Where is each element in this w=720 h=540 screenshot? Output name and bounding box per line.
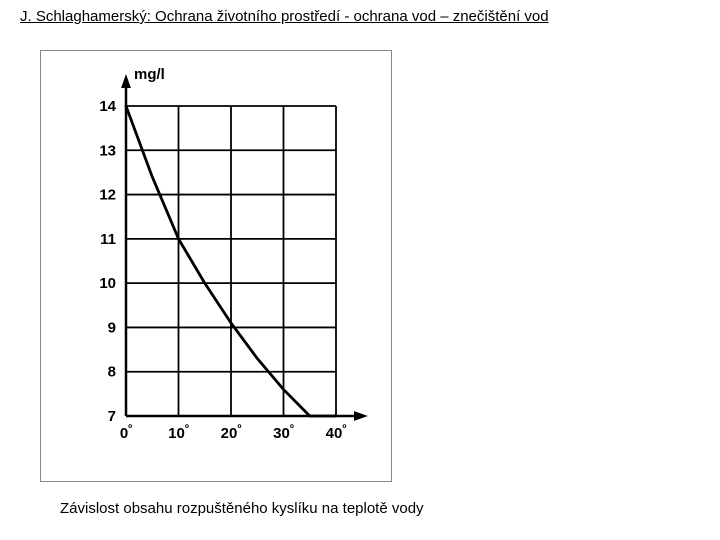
svg-text:7: 7 [108,408,116,425]
svg-text:10: 10 [99,275,116,292]
svg-text:9: 9 [108,319,116,336]
slide: J. Schlaghamerský: Ochrana životního pro… [0,0,720,540]
svg-text:mg/l: mg/l [134,66,165,83]
svg-text:13: 13 [99,142,116,159]
svg-text:11: 11 [100,231,116,248]
svg-text:14: 14 [99,98,116,115]
chart-container: 78910111213140º10º20º30º40ºmg/l [40,50,392,482]
page-header: J. Schlaghamerský: Ochrana životního pro… [20,8,549,25]
svg-text:8: 8 [108,364,116,381]
chart-caption: Závislost obsahu rozpuštěného kyslíku na… [60,500,424,517]
oxygen-vs-temperature-chart: 78910111213140º10º20º30º40ºmg/l [41,51,391,481]
svg-text:12: 12 [99,187,116,204]
